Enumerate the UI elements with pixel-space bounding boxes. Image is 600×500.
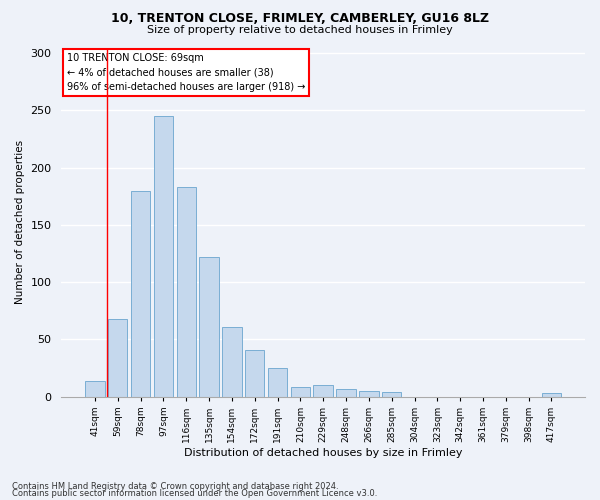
- Text: 10, TRENTON CLOSE, FRIMLEY, CAMBERLEY, GU16 8LZ: 10, TRENTON CLOSE, FRIMLEY, CAMBERLEY, G…: [111, 12, 489, 26]
- Bar: [85, 380, 104, 396]
- Y-axis label: Number of detached properties: Number of detached properties: [15, 140, 25, 304]
- X-axis label: Distribution of detached houses by size in Frimley: Distribution of detached houses by size …: [184, 448, 463, 458]
- Bar: [245, 350, 265, 397]
- Bar: [337, 388, 356, 396]
- Bar: [108, 318, 127, 396]
- Bar: [222, 326, 242, 396]
- Bar: [542, 393, 561, 396]
- Bar: [131, 190, 150, 396]
- Text: Contains HM Land Registry data © Crown copyright and database right 2024.: Contains HM Land Registry data © Crown c…: [12, 482, 338, 491]
- Bar: [199, 257, 219, 396]
- Bar: [268, 368, 287, 396]
- Bar: [313, 385, 333, 396]
- Text: Contains public sector information licensed under the Open Government Licence v3: Contains public sector information licen…: [12, 490, 377, 498]
- Bar: [359, 391, 379, 396]
- Text: Size of property relative to detached houses in Frimley: Size of property relative to detached ho…: [147, 25, 453, 35]
- Bar: [382, 392, 401, 396]
- Bar: [290, 388, 310, 396]
- Bar: [154, 116, 173, 396]
- Text: 10 TRENTON CLOSE: 69sqm
← 4% of detached houses are smaller (38)
96% of semi-det: 10 TRENTON CLOSE: 69sqm ← 4% of detached…: [67, 52, 305, 92]
- Bar: [176, 187, 196, 396]
